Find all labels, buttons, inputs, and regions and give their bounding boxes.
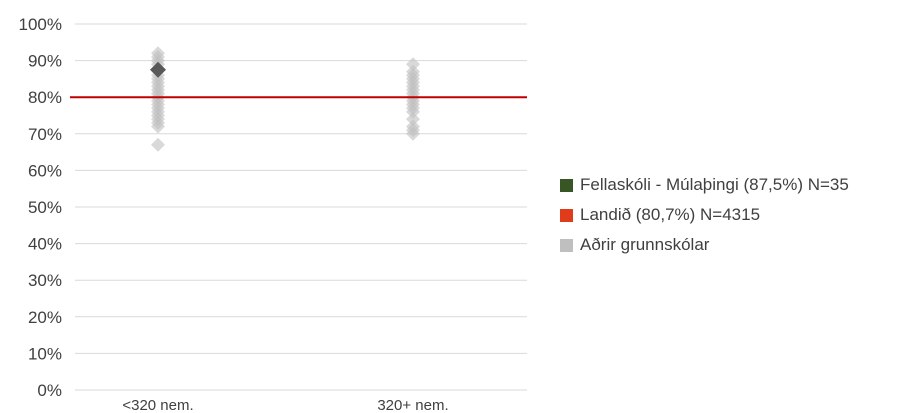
legend-item-school: Fellaskóli - Múlaþingi (87,5%) N=35 xyxy=(560,170,849,200)
y-tick-label: 10% xyxy=(28,344,62,363)
x-category-label: 320+ nem. xyxy=(377,397,448,413)
other-schools-points xyxy=(151,46,420,152)
legend-swatch-other-schools xyxy=(560,238,573,252)
other-school-point xyxy=(151,119,165,134)
other-school-point xyxy=(406,57,420,72)
y-tick-label: 30% xyxy=(28,271,62,290)
legend-item-other-schools: Aðrir grunnskólar xyxy=(560,230,849,260)
y-tick-label: 70% xyxy=(28,125,62,144)
legend-label-other-schools: Aðrir grunnskólar xyxy=(580,235,710,254)
other-school-point xyxy=(151,137,165,152)
legend-swatch-national xyxy=(560,208,573,222)
y-axis-ticks: 0% 10% 20% 30% 40% 50% 60% 70% 80% 90% 100% xyxy=(19,15,62,400)
x-axis-categories: <320 nem. 320+ nem. xyxy=(122,397,448,413)
legend-swatch-school xyxy=(560,178,573,192)
legend-label-national: Landið (80,7%) N=4315 xyxy=(580,205,761,224)
legend-label-school: Fellaskóli - Múlaþingi (87,5%) N=35 xyxy=(580,175,849,194)
x-category-label: <320 nem. xyxy=(122,397,193,413)
legend-item-national: Landið (80,7%) N=4315 xyxy=(560,200,849,230)
y-tick-label: 20% xyxy=(28,308,62,327)
y-tick-label: 40% xyxy=(28,235,62,254)
other-school-point xyxy=(406,126,420,141)
school-point-mark xyxy=(150,61,166,78)
y-tick-label: 50% xyxy=(28,198,62,217)
other-school-point xyxy=(406,104,420,119)
y-tick-label: 80% xyxy=(28,88,62,107)
legend: Fellaskóli - Múlaþingi (87,5%) N=35 Land… xyxy=(560,170,849,260)
y-tick-label: 100% xyxy=(19,15,62,34)
gridlines xyxy=(75,23,527,391)
y-tick-label: 0% xyxy=(37,381,62,400)
y-tick-label: 90% xyxy=(28,52,62,71)
other-school-point xyxy=(406,112,420,127)
school-point xyxy=(150,61,166,78)
y-tick-label: 60% xyxy=(28,161,62,180)
